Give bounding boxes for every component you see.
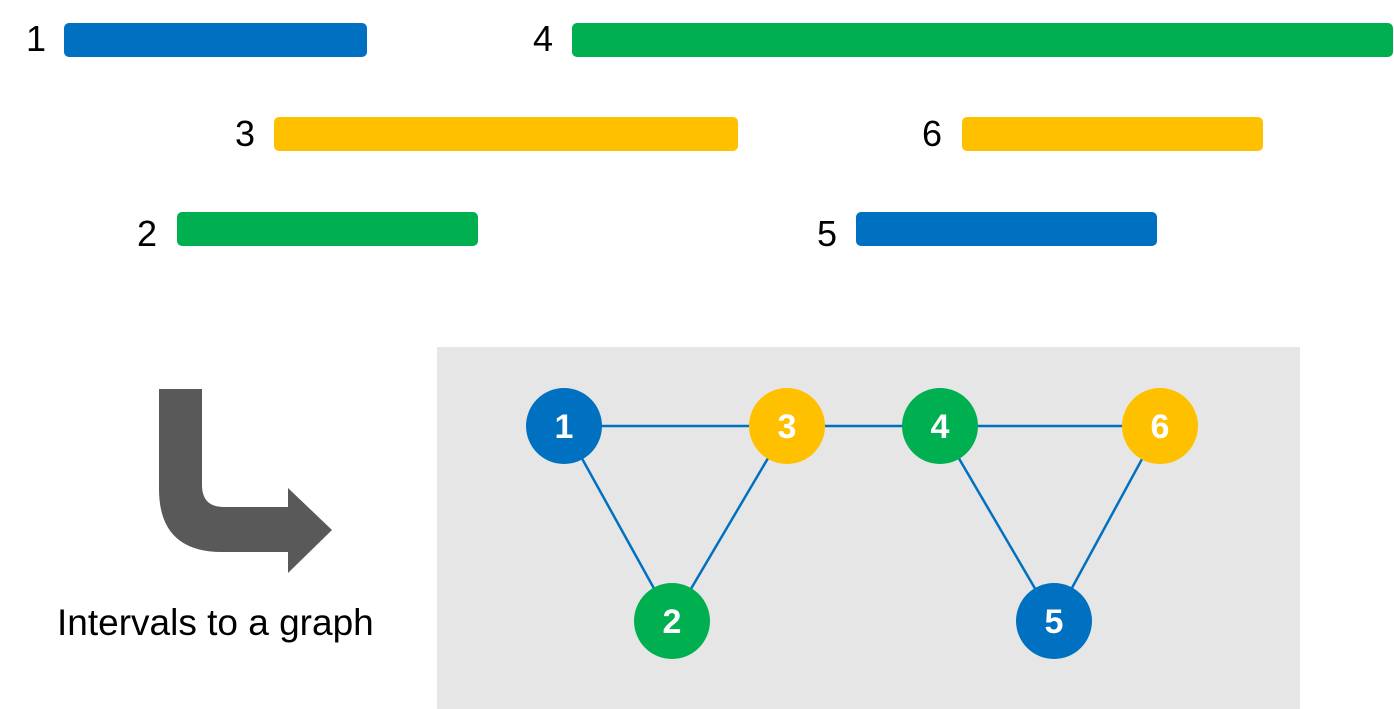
graph-node-circle-5	[1016, 583, 1092, 659]
graph-node-4: 4	[902, 388, 978, 464]
graph-node-circle-6	[1122, 388, 1198, 464]
interval-bar-5	[856, 212, 1157, 246]
interval-bar-6	[962, 117, 1263, 151]
interval-label-1: 1	[26, 18, 47, 59]
interval-bar-2	[177, 212, 478, 246]
graph-node-1: 1	[526, 388, 602, 464]
graph-node-circle-2	[634, 583, 710, 659]
interval-bar-3	[274, 117, 738, 151]
graph-node-3: 3	[749, 388, 825, 464]
interval-label-6: 6	[922, 113, 943, 154]
graph-node-label-6: 6	[1151, 408, 1170, 446]
interval-label-2: 2	[137, 213, 158, 254]
graph-node-label-1: 1	[555, 408, 574, 446]
graph-node-2: 2	[634, 583, 710, 659]
graph-node-label-3: 3	[778, 408, 797, 446]
graph-node-5: 5	[1016, 583, 1092, 659]
curved-turn-right-arrow-icon	[159, 389, 332, 573]
caption: Intervals to a graph	[57, 602, 374, 643]
graph-node-6: 6	[1122, 388, 1198, 464]
graph-node-circle-4	[902, 388, 978, 464]
interval-label-4: 4	[533, 18, 554, 59]
interval-bar-1	[64, 23, 367, 57]
graph-node-label-5: 5	[1045, 603, 1064, 641]
graph-node-label-2: 2	[663, 603, 682, 641]
interval-label-3: 3	[235, 113, 256, 154]
graph-node-label-4: 4	[931, 408, 950, 446]
interval-label-5: 5	[817, 213, 838, 254]
graph-node-circle-3	[749, 388, 825, 464]
interval-bar-4	[572, 23, 1393, 57]
graph-node-circle-1	[526, 388, 602, 464]
